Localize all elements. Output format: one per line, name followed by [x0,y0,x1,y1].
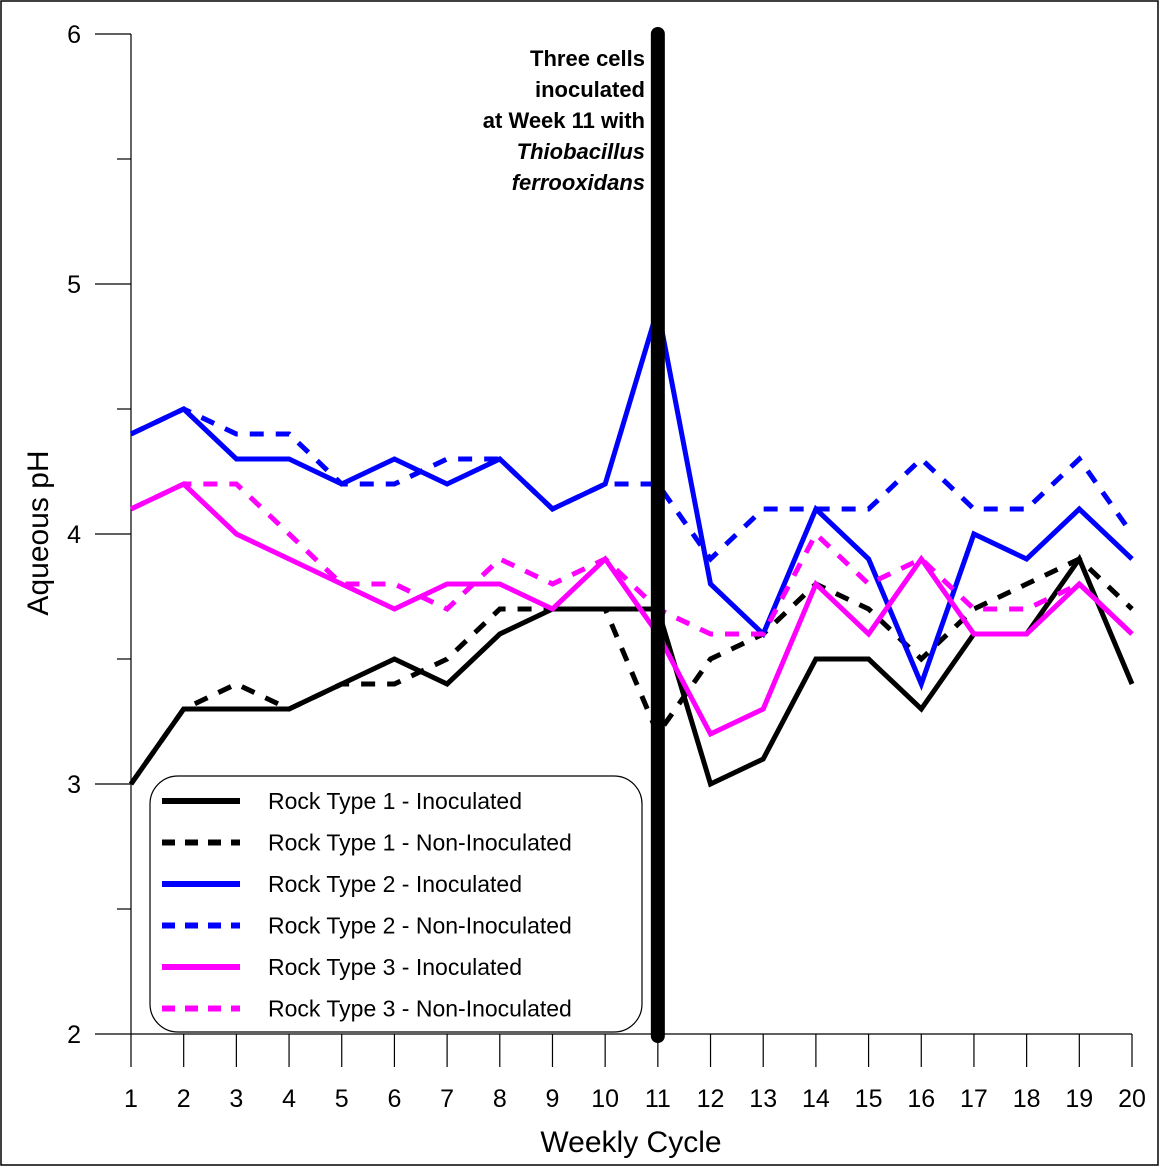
x-tick-label: 15 [855,1085,883,1113]
legend-label: Rock Type 3 - Non-Inoculated [268,996,572,1022]
annotation-line: Three cells [530,46,645,71]
y-tick-label: 3 [67,771,81,799]
series-lines [128,308,1135,788]
x-tick-label: 1 [124,1085,138,1113]
series-line-4 [129,406,1135,563]
legend-label: Rock Type 2 - Non-Inoculated [268,913,572,939]
x-tick-label: 8 [493,1085,507,1113]
y-tick-label: 4 [67,521,81,549]
x-tick-label: 3 [229,1085,243,1113]
x-tick-label: 13 [749,1085,777,1113]
y-tick-label: 2 [67,1021,81,1049]
x-tick-label: 16 [907,1085,935,1113]
x-tick-label: 18 [1013,1085,1041,1113]
annotation-line: ferrooxidans [512,170,645,195]
legend: Rock Type 1 - Inoculated Rock Type 1 - No… [149,775,643,1033]
annotation-line: inoculated [535,77,645,102]
series-line-5 [129,481,1134,738]
x-tick-label: 19 [1065,1085,1093,1113]
x-tick-label: 2 [177,1085,191,1113]
legend-label: Rock Type 2 - Inoculated [268,871,522,897]
x-tick-label: 10 [591,1085,619,1113]
x-tick-label: 11 [645,1085,671,1113]
annotation-line: Thiobacillus [517,139,645,164]
y-tick-label: 5 [67,271,81,299]
legend-label: Rock Type 1 - Non-Inoculated [268,830,572,856]
legend-label: Rock Type 3 - Inoculated [268,954,522,980]
annotation-line: at Week 11 with [483,108,645,133]
x-axis-title: Weekly Cycle [540,1126,721,1159]
x-tick-label: 6 [387,1085,401,1113]
y-axis-title: Aqueous pH [22,450,55,615]
series-line-6 [129,481,1134,637]
x-tick-label: 9 [546,1085,560,1113]
legend-box [149,775,643,1033]
legend-label: Rock Type 1 - Inoculated [268,788,522,814]
inoculation-annotation: Three cells inoculated at Week 11 with Thio… [483,46,645,195]
x-tick-label: 4 [282,1085,296,1113]
x-tick-label: 5 [335,1085,349,1113]
x-tick-label: 17 [960,1085,988,1113]
x-tick-label: 7 [440,1085,454,1113]
x-tick-label: 12 [697,1085,725,1113]
series-line-3 [129,308,1134,691]
x-tick-label: 20 [1118,1085,1146,1113]
y-tick-label: 6 [67,21,81,49]
x-tick-label: 14 [802,1085,830,1113]
